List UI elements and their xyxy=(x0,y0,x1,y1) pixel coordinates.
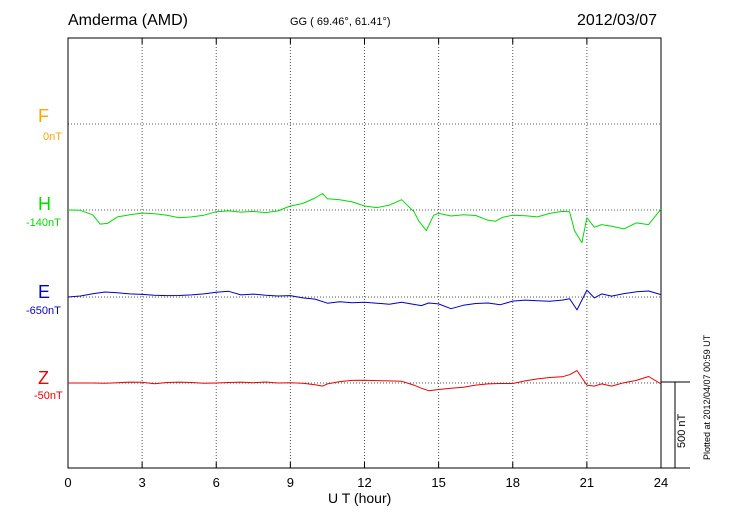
plot-date: 2012/03/07 xyxy=(577,12,658,29)
x-ticks xyxy=(67,38,662,468)
series-line-z xyxy=(68,370,662,392)
channel-h-label: H xyxy=(38,194,51,214)
scale-bar xyxy=(661,381,690,469)
x-tick-label: 12 xyxy=(357,475,372,490)
x-tick-label: 9 xyxy=(286,475,294,490)
scale-bar-label: 500 nT xyxy=(676,413,688,448)
series-layer xyxy=(67,193,662,392)
x-tick-label: 0 xyxy=(64,475,72,490)
x-tick-label: 21 xyxy=(579,475,595,490)
channel-h-offset: -140nT xyxy=(26,217,61,229)
station-name: Amderma (AMD) xyxy=(68,12,189,29)
channel-z-label: Z xyxy=(38,368,49,388)
plot-frame xyxy=(67,37,662,469)
series-line-e xyxy=(67,289,662,311)
x-tick-label: 3 xyxy=(138,475,146,490)
x-tick-label: 18 xyxy=(505,475,520,490)
x-tick-label: 6 xyxy=(212,475,220,490)
channel-f-offset: 0nT xyxy=(43,131,62,143)
channel-f-label: F xyxy=(38,106,49,126)
channel-e-offset: -650nT xyxy=(26,305,61,317)
series-line-h xyxy=(67,193,662,244)
station-coordinates: GG ( 69.46°, 61.41°) xyxy=(290,16,391,28)
plotted-timestamp: Plotted at 2012/04/07 00:59 UT xyxy=(702,334,712,460)
grid-lines xyxy=(68,38,661,468)
x-tick-label: 24 xyxy=(653,475,669,490)
channel-z-offset: -50nT xyxy=(34,390,63,402)
channel-e-label: E xyxy=(38,282,51,302)
x-axis-label: U T (hour) xyxy=(328,490,392,506)
x-tick-label: 15 xyxy=(431,475,446,490)
